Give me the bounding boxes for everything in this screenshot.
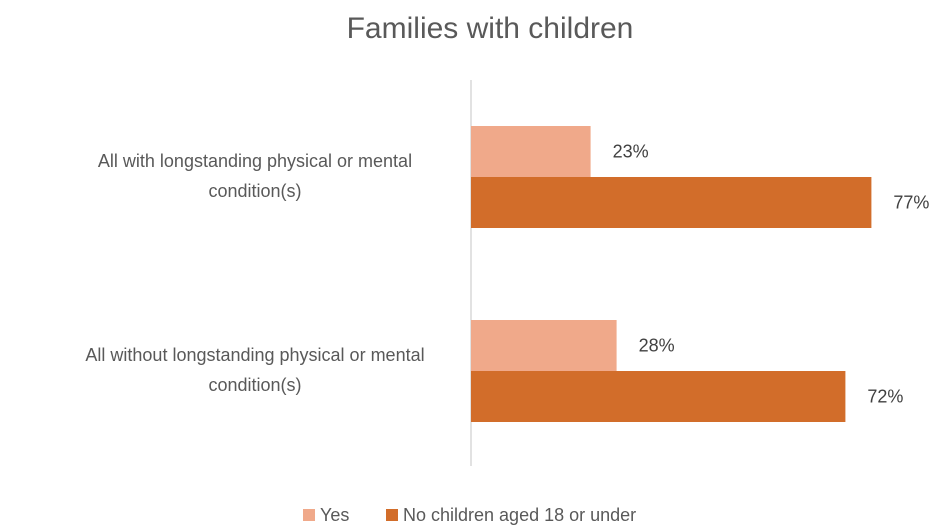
data-label: 72%	[867, 387, 903, 407]
data-label: 28%	[639, 336, 675, 356]
category-label: All without longstanding physical or men…	[85, 345, 424, 365]
bar-yes	[471, 320, 617, 371]
legend-label: Yes	[320, 505, 349, 525]
category-label: condition(s)	[208, 181, 301, 201]
legend-label: No children aged 18 or under	[403, 505, 636, 525]
bar-yes	[471, 126, 591, 177]
data-label: 77%	[893, 193, 929, 213]
bar-no-children	[471, 371, 846, 422]
category-label: All with longstanding physical or mental	[98, 151, 412, 171]
chart-title: Families with children	[347, 12, 634, 45]
legend: Yes No children aged 18 or under	[303, 505, 636, 525]
legend-swatch	[386, 509, 398, 521]
data-labels: 23% 77% 28% 72%	[613, 142, 930, 407]
category-labels: All with longstanding physical or mental…	[85, 151, 424, 395]
bars	[471, 126, 872, 422]
bar-no-children	[471, 177, 872, 228]
legend-swatch	[303, 509, 315, 521]
data-label: 23%	[613, 142, 649, 162]
category-label: condition(s)	[208, 375, 301, 395]
